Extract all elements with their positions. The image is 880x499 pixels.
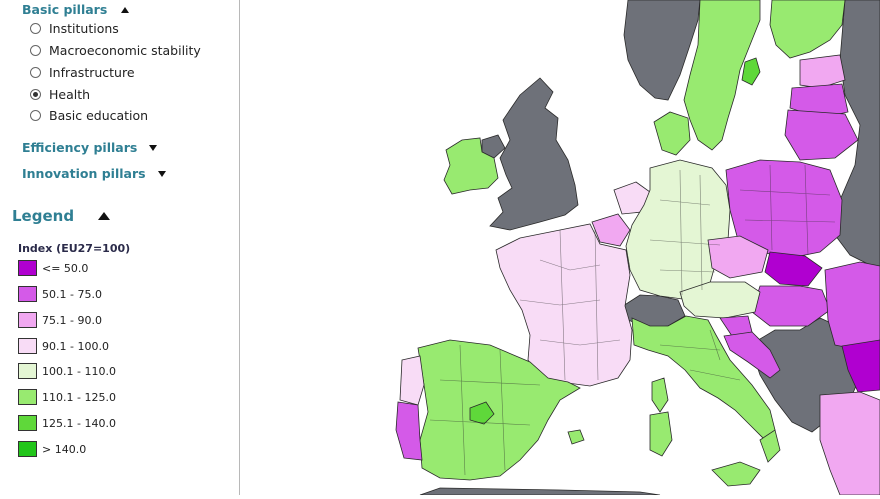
legend-item: <= 50.0: [18, 260, 88, 276]
radio-infrastructure[interactable]: Infrastructure: [30, 65, 135, 80]
radio-institutions[interactable]: Institutions: [30, 21, 119, 36]
portugal-north-region: [399, 355, 425, 406]
expand-arrow-icon[interactable]: [149, 144, 158, 151]
sidebar: Basic pillars Institutions Macroeconomic…: [0, 0, 240, 495]
france-region: [495, 223, 633, 387]
belgium-region: [591, 213, 631, 247]
croatia-coast-region: [723, 331, 781, 379]
legend-label: 100.1 - 110.0: [42, 364, 116, 378]
legend-swatch: [18, 286, 37, 302]
corsica-region: [651, 377, 669, 413]
expand-arrow-icon[interactable]: [157, 170, 166, 177]
radio-macroeconomic-stability[interactable]: Macroeconomic stability: [30, 43, 201, 58]
sweden-capital-region: [741, 57, 761, 86]
radio-label: Health: [49, 87, 91, 102]
region-borders: [429, 164, 836, 476]
finland-region: [769, 0, 846, 59]
legend-label: <= 50.0: [42, 261, 89, 275]
slovakia-region: [764, 251, 823, 287]
estonia-region: [799, 54, 846, 89]
balearic-islands-region: [567, 429, 585, 445]
radio-label: Institutions: [49, 21, 119, 36]
legend-title: Legend: [12, 207, 75, 225]
efficiency-pillars-title: Efficiency pillars: [22, 140, 138, 155]
romania-region: [824, 261, 880, 351]
legend-label: > 140.0: [42, 442, 87, 456]
legend-item: > 140.0: [18, 441, 86, 457]
great-britain-region: [489, 77, 579, 231]
legend-swatch: [18, 363, 37, 379]
legend-label: 50.1 - 75.0: [42, 287, 102, 301]
bulgaria-region: [841, 339, 880, 393]
legend-label: 90.1 - 100.0: [42, 339, 109, 353]
legend-item: 110.1 - 125.0: [18, 389, 116, 405]
legend-item: 75.1 - 90.0: [18, 312, 102, 328]
innovation-pillars-title: Innovation pillars: [22, 166, 146, 181]
madrid-region: [469, 401, 495, 425]
poland-region: [725, 159, 843, 259]
legend-swatch: [18, 441, 37, 457]
radio-button[interactable]: [30, 45, 41, 56]
austria-region: [679, 281, 761, 319]
radio-button[interactable]: [30, 110, 41, 121]
legend-item: 50.1 - 75.0: [18, 286, 102, 302]
legend-label: 125.1 - 140.0: [42, 416, 116, 430]
legend-subtitle: Index (EU27=100): [18, 242, 131, 255]
radio-basic-education[interactable]: Basic education: [30, 108, 148, 123]
ireland-region: [443, 137, 499, 195]
collapse-arrow-icon[interactable]: [98, 212, 111, 220]
radio-label: Infrastructure: [49, 65, 135, 80]
sardinia-region: [649, 411, 673, 457]
innovation-pillars-toggle[interactable]: Innovation pillars: [22, 166, 166, 181]
legend-item: 90.1 - 100.0: [18, 338, 109, 354]
calabria-region: [759, 429, 781, 463]
lithuania-region: [784, 109, 859, 161]
portugal-south-region: [395, 401, 423, 461]
map-panel[interactable]: [241, 0, 880, 496]
legend-swatch: [18, 312, 37, 328]
legend-toggle[interactable]: Legend: [12, 207, 111, 225]
efficiency-pillars-toggle[interactable]: Efficiency pillars: [22, 140, 158, 155]
legend-label: 75.1 - 90.0: [42, 313, 102, 327]
sicily-region: [711, 461, 761, 487]
radio-button-selected[interactable]: [30, 89, 41, 100]
sweden-region: [683, 0, 761, 151]
collapse-arrow-icon[interactable]: [121, 6, 130, 13]
radio-button[interactable]: [30, 67, 41, 78]
legend-swatch: [18, 338, 37, 354]
europe-map[interactable]: [241, 0, 880, 496]
radio-label: Macroeconomic stability: [49, 43, 201, 58]
denmark-region: [653, 111, 691, 156]
legend-item: 100.1 - 110.0: [18, 363, 116, 379]
legend-swatch: [18, 260, 37, 276]
radio-button[interactable]: [30, 23, 41, 34]
radio-health[interactable]: Health: [30, 87, 90, 102]
basic-pillars-toggle[interactable]: Basic pillars: [22, 2, 130, 17]
norway-region: [623, 0, 701, 101]
radio-label: Basic education: [49, 108, 149, 123]
hungary-region: [751, 285, 831, 327]
legend-swatch: [18, 415, 37, 431]
legend-label: 110.1 - 125.0: [42, 390, 116, 404]
legend-swatch: [18, 389, 37, 405]
basic-pillars-title: Basic pillars: [22, 2, 108, 17]
legend-item: 125.1 - 140.0: [18, 415, 116, 431]
czechia-region: [707, 235, 769, 279]
